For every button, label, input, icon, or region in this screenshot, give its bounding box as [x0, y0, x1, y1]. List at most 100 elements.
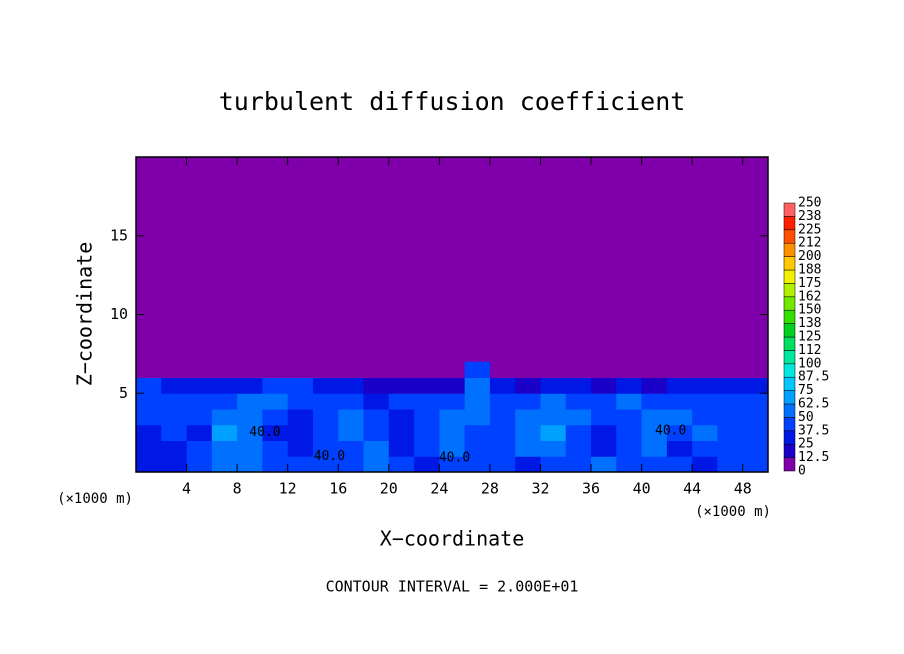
heat-cell	[591, 424, 617, 441]
colorbar-label: 175	[798, 276, 821, 291]
heat-cell	[489, 409, 516, 426]
colorbar-label: 250	[798, 196, 821, 211]
heat-cell	[591, 409, 617, 426]
x-tick-label: 48	[734, 480, 752, 498]
colorbar-swatch	[783, 363, 796, 378]
colorbar-label: 200	[798, 249, 821, 264]
heat-cell	[312, 377, 339, 394]
heat-cell	[742, 440, 769, 457]
heat-cell	[161, 409, 188, 426]
heat-cell	[565, 440, 592, 457]
contour-label: 40.0	[439, 450, 470, 465]
colorbar-swatch	[783, 309, 796, 324]
colorbar-swatch	[783, 390, 796, 405]
colorbar-swatch	[783, 202, 796, 217]
colorbar-swatch	[783, 283, 796, 298]
heat-cell	[338, 409, 365, 426]
heat-cell	[641, 440, 668, 457]
heat-cell	[388, 424, 415, 441]
x-tick-label: 8	[233, 480, 242, 498]
heat-cell	[742, 456, 769, 473]
heat-cell	[237, 393, 263, 410]
heat-cell	[338, 393, 365, 410]
heat-cell	[616, 440, 643, 457]
heat-cell	[565, 424, 592, 441]
colorbar-label: 188	[798, 263, 821, 278]
heat-cell	[565, 377, 592, 394]
heat-cell	[515, 424, 541, 441]
colorbar-label: 150	[798, 303, 821, 318]
heat-cell	[287, 361, 314, 378]
heat-cell	[641, 424, 668, 441]
heat-cell	[591, 361, 617, 378]
heat-cell	[338, 424, 365, 441]
chart-title: turbulent diffusion coefficient	[219, 87, 686, 116]
heat-cell	[388, 393, 415, 410]
x-tick-label: 20	[380, 480, 398, 498]
heat-cell	[312, 456, 339, 473]
heat-cell	[591, 377, 617, 394]
y-tick-label: 15	[110, 226, 128, 244]
heat-cell	[742, 409, 769, 426]
contour-label: 40.0	[249, 425, 280, 440]
heat-cell	[565, 456, 592, 473]
heat-cell	[136, 409, 162, 426]
heat-cell	[565, 393, 592, 410]
colorbar-swatch	[783, 403, 796, 418]
heat-cell	[262, 361, 289, 378]
x-tick-label: 4	[182, 480, 191, 498]
colorbar-swatch	[783, 256, 796, 271]
heat-cell	[439, 361, 466, 378]
heat-cell	[692, 424, 718, 441]
heat-cell	[616, 393, 643, 410]
heat-cell	[414, 377, 440, 394]
heat-cell	[287, 440, 314, 457]
colorbar-label: 0	[798, 464, 806, 479]
colorbar-label: 225	[798, 222, 821, 237]
heat-cell	[489, 456, 516, 473]
heat-cell	[717, 393, 744, 410]
x-tick-label: 28	[481, 480, 499, 498]
colorbar-label: 138	[798, 316, 821, 331]
colorbar-swatch	[783, 242, 796, 257]
heat-cell	[161, 440, 188, 457]
heat-cell	[388, 440, 415, 457]
heat-cell	[186, 361, 213, 378]
heat-cell	[591, 440, 617, 457]
y-tick-label: 10	[110, 305, 128, 323]
heat-cell	[186, 440, 213, 457]
heat-cell	[717, 377, 744, 394]
heat-cell	[489, 377, 516, 394]
heat-cell	[211, 424, 238, 441]
heat-cell	[439, 409, 466, 426]
heat-cell	[312, 440, 339, 457]
heat-cell	[363, 393, 390, 410]
colorbar-swatch	[783, 269, 796, 284]
heat-cell	[136, 393, 162, 410]
heat-cell	[287, 456, 314, 473]
heat-cell	[641, 393, 668, 410]
x-axis-label: X−coordinate	[380, 527, 525, 551]
heat-cell	[489, 393, 516, 410]
heat-cell	[666, 409, 693, 426]
heat-cell	[262, 456, 289, 473]
heat-cell	[692, 377, 718, 394]
colorbar-label: 238	[798, 209, 821, 224]
heat-cell	[692, 440, 718, 457]
heat-cell	[717, 456, 744, 473]
heat-cell	[439, 424, 466, 441]
heat-cell	[464, 456, 491, 473]
heat-cell	[287, 377, 314, 394]
heat-cell	[616, 409, 643, 426]
heat-cell	[363, 456, 390, 473]
heat-cell	[439, 393, 466, 410]
heat-cell	[388, 377, 415, 394]
heat-cell	[237, 424, 263, 441]
colorbar-label: 100	[798, 356, 821, 371]
heat-cell	[262, 424, 289, 441]
heat-cell	[414, 361, 440, 378]
colorbar-swatch	[783, 443, 796, 458]
heat-cell	[464, 440, 491, 457]
heat-cell	[388, 361, 415, 378]
y-unit: (×1000 m)	[57, 491, 133, 507]
